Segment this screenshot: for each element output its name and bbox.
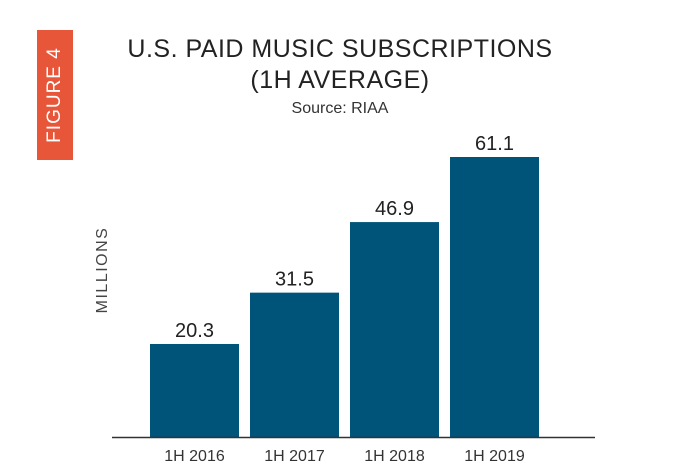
bar	[150, 343, 239, 437]
data-label: 20.3	[175, 320, 214, 342]
figure-badge: FIGURE 4	[37, 30, 73, 160]
x-tick-label: 1H 2017	[264, 448, 325, 465]
data-label: 61.1	[475, 133, 514, 155]
chart-title: U.S. PAID MUSIC SUBSCRIPTIONS (1H AVERAG…	[0, 34, 680, 96]
chart-title-line2: (1H AVERAGE)	[250, 66, 430, 94]
bar	[250, 292, 339, 437]
x-tick-label: 1H 2018	[364, 448, 425, 465]
chart-source: Source: RIAA	[291, 100, 389, 117]
bar	[350, 222, 439, 437]
bar	[450, 157, 539, 437]
data-label: 31.5	[275, 269, 314, 291]
chart-title-line1: U.S. PAID MUSIC SUBSCRIPTIONS	[127, 35, 553, 63]
x-tick-label: 1H 2016	[164, 448, 225, 465]
data-label: 46.9	[375, 198, 414, 220]
x-tick-label: 1H 2019	[464, 448, 525, 465]
